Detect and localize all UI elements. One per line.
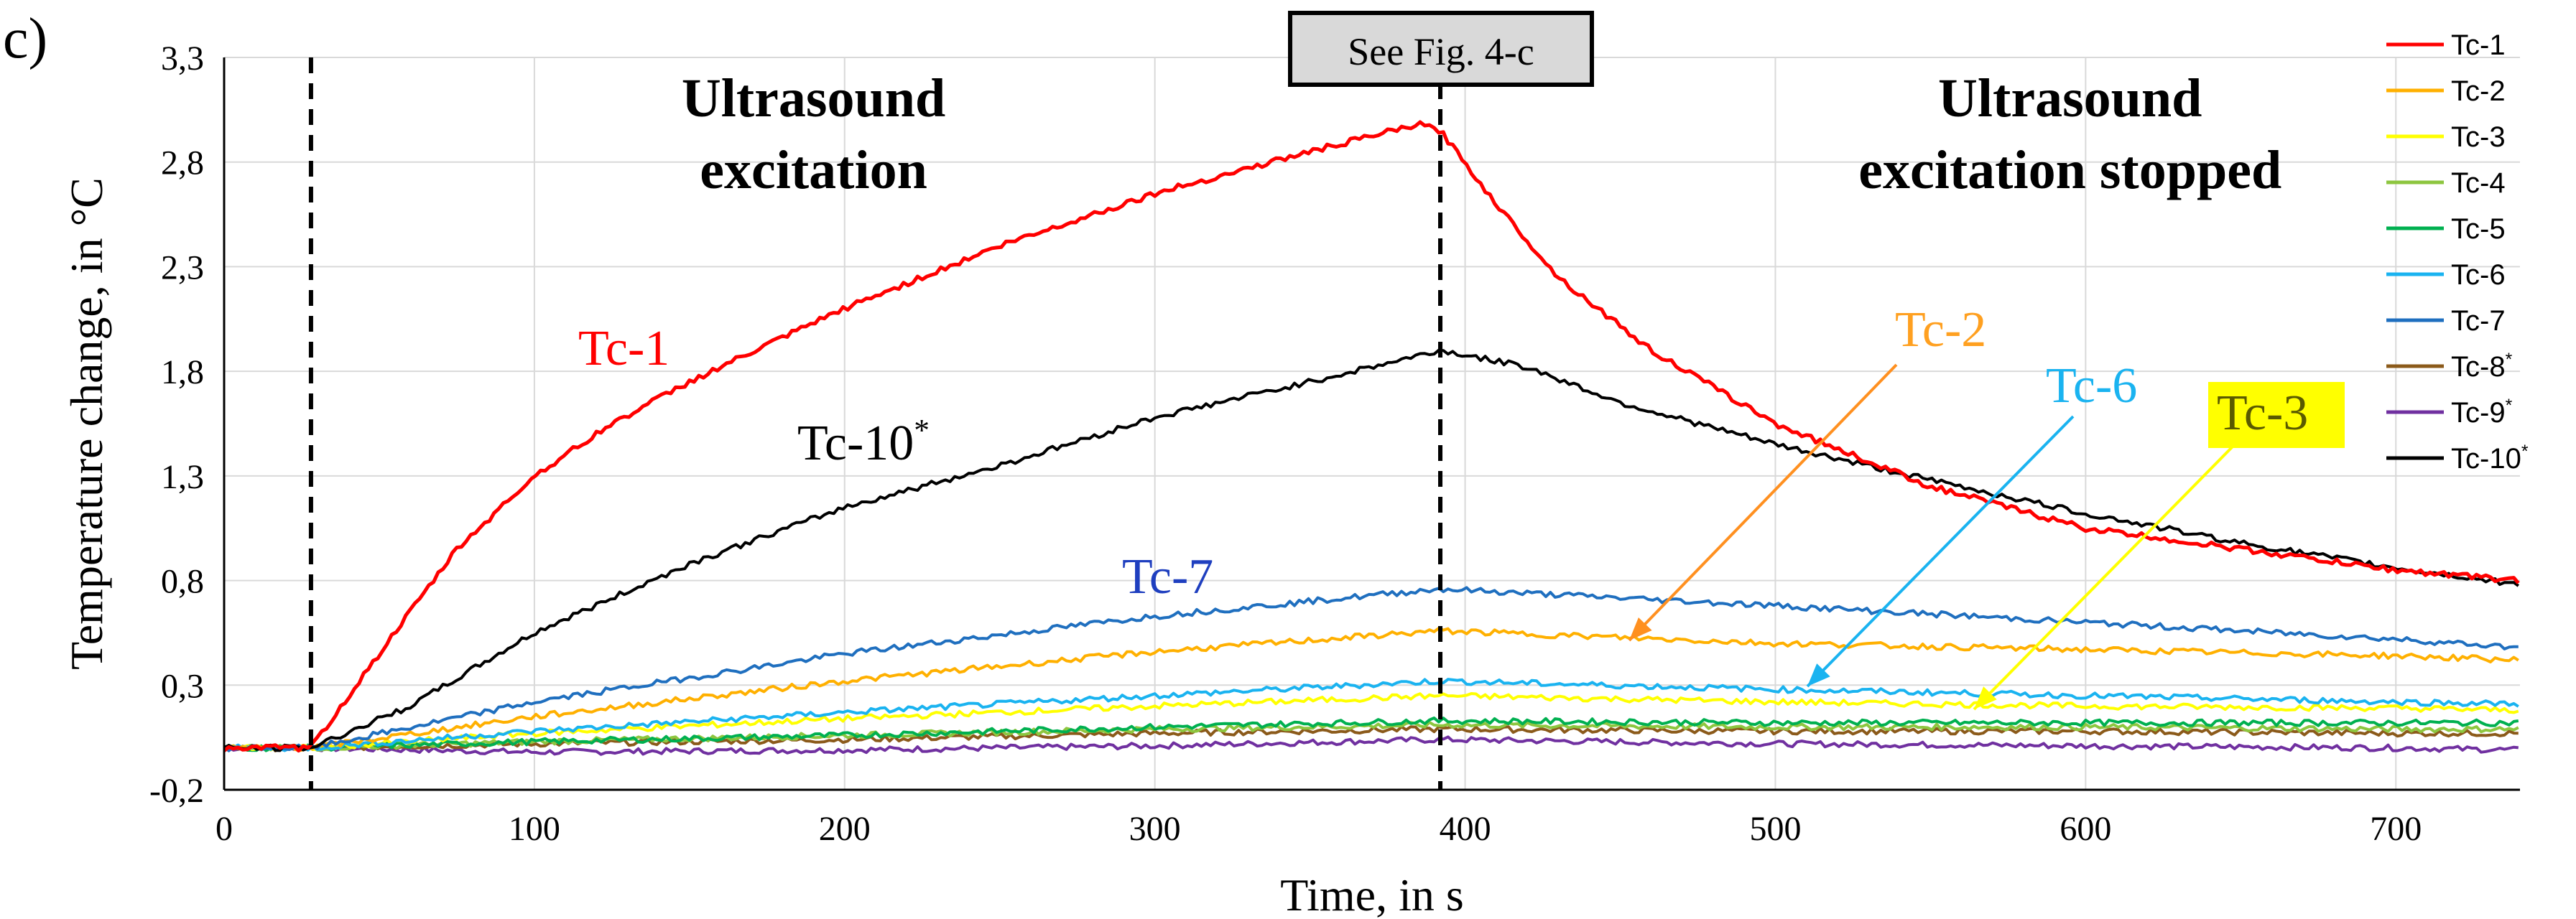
x-tick-label: 200: [819, 810, 871, 848]
legend-entry-tc-1: Tc-1: [2451, 29, 2506, 61]
y-tick-label: 0,3: [161, 667, 204, 705]
panel-label: c): [3, 7, 47, 70]
tc6-arrow-head: [1807, 663, 1830, 686]
tc6-arrow: [1806, 415, 2075, 688]
curve-label-tc-3: Tc-3: [2217, 386, 2308, 441]
excitation-label: Ultrasound: [682, 68, 945, 129]
legend-entry-tc-4: Tc-4: [2451, 167, 2506, 199]
y-tick-label: 0,8: [161, 563, 204, 601]
curve-label-tc-6: Tc-6: [2046, 358, 2137, 414]
y-tick-label: -0,2: [149, 772, 204, 810]
series-line-tc-9: [223, 735, 2519, 756]
series-line-tc-2: [223, 627, 2519, 752]
x-tick-label: 500: [1749, 810, 1801, 848]
series-line-tc-1: [223, 120, 2520, 753]
curve-label-tc-7: Tc-7: [1122, 549, 1213, 605]
legend-entry-tc-6: Tc-6: [2451, 259, 2506, 291]
legend-entry-tc-5: Tc-5: [2451, 213, 2506, 245]
legend-entry-tc-8: Tc-8*: [2451, 350, 2513, 383]
legend: Tc-1 Tc-2 Tc-3 Tc-4 Tc-5 Tc-6 Tc-7 Tc-8* Tc-9* Tc…: [2386, 29, 2529, 475]
tc3-arrow: [1973, 445, 2234, 711]
y-tick-label: 3,3: [161, 39, 204, 78]
x-tick-label: 100: [509, 810, 560, 848]
annotations: Ultrasound excitation Ultrasound excitation…: [578, 11, 2345, 605]
legend-entry-tc-3: Tc-3: [2451, 121, 2506, 153]
x-tick-label: 300: [1129, 810, 1181, 848]
y-tick-label: 2,3: [161, 248, 204, 286]
x-tick-label: 0: [216, 810, 233, 848]
legend-entry-tc-7: Tc-7: [2451, 305, 2506, 337]
axes: -0,2 0,3 0,8 1,3 1,8 2,3 2,8 3,3 0 100 200 300 400 50…: [61, 39, 2520, 919]
curve-label-highlight: [2208, 382, 2345, 448]
curve-label-tc-2: Tc-2: [1895, 302, 1986, 358]
tc2-arrow-head: [1629, 617, 1652, 640]
x-tick-label: 600: [2060, 810, 2111, 848]
curve-label-tc-10: Tc-10*: [797, 413, 930, 471]
y-tick-label: 1,8: [161, 353, 204, 391]
legend-entry-tc-10: Tc-10*: [2451, 442, 2529, 475]
y-axis-title: Temperature change, in °C: [61, 177, 112, 670]
label-arrows: [1628, 363, 2234, 711]
x-axis-title: Time, in s: [1280, 869, 1464, 919]
x-tick-label: 400: [1440, 810, 1491, 848]
stopped-label: excitation stopped: [1858, 140, 2281, 200]
series-line-tc-8: [223, 725, 2519, 752]
vertical-markers: [308, 57, 1443, 790]
excitation-label: excitation: [700, 140, 927, 200]
series-line-tc-4: [223, 720, 2519, 752]
series-line-tc-7: [223, 586, 2519, 752]
y-tick-label: 1,3: [161, 458, 204, 496]
see-fig-label: See Fig. 4-c: [1348, 30, 1534, 73]
y-tick-label: 2,8: [161, 144, 204, 182]
series-line-tc-5: [223, 717, 2519, 752]
series-line-tc-3: [223, 692, 2519, 752]
tc2-arrow: [1628, 363, 1898, 642]
legend-entry-tc-9: Tc-9*: [2451, 396, 2513, 429]
curve-label-tc-1: Tc-1: [578, 321, 670, 376]
series-line-tc-6: [223, 678, 2519, 752]
see-fig-box: [1288, 11, 1594, 87]
stopped-label: Ultrasound: [1938, 68, 2202, 129]
tc3-arrow-head: [1974, 686, 1997, 709]
series-lines: [223, 120, 2520, 756]
x-tick-label: 700: [2370, 810, 2422, 848]
series-line-tc-10: [223, 348, 2519, 752]
legend-entry-tc-2: Tc-2: [2451, 75, 2506, 107]
